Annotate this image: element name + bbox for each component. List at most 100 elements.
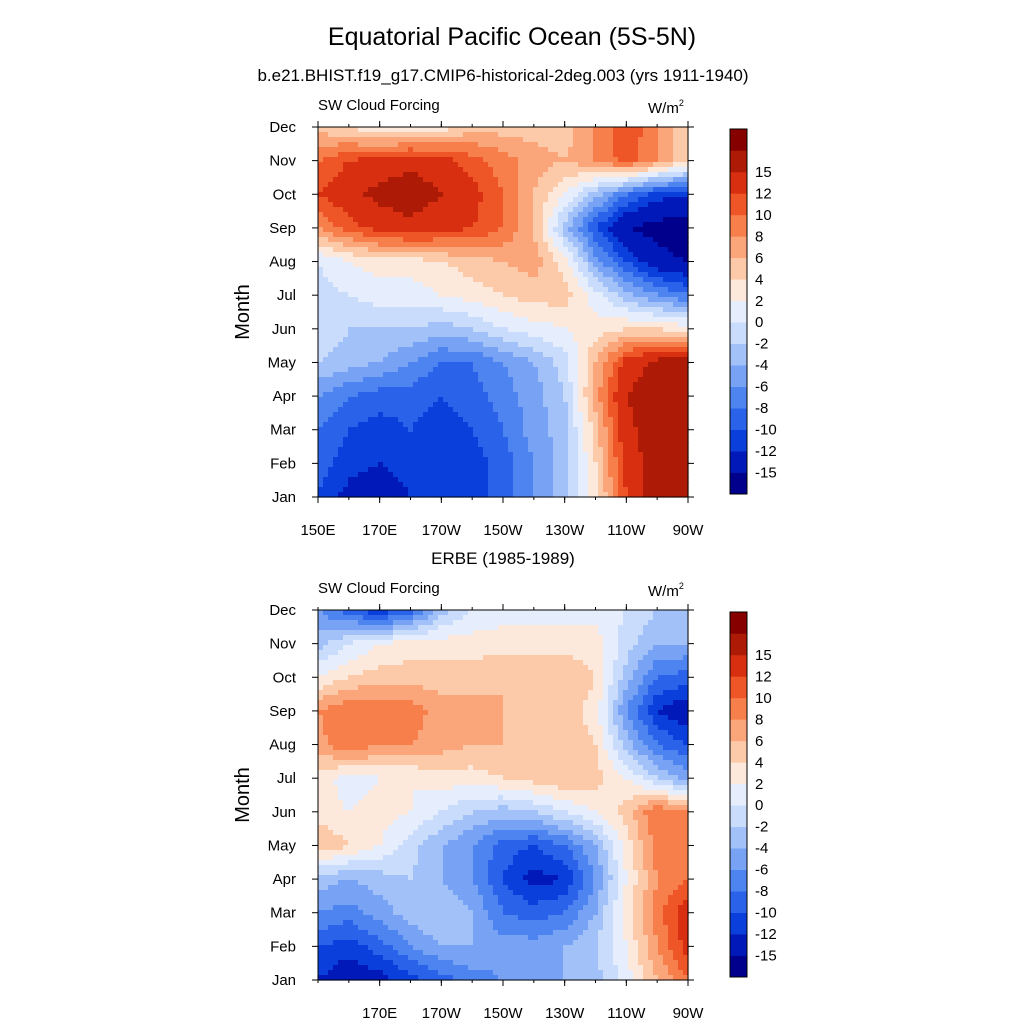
heatmap-cell xyxy=(338,142,344,148)
heatmap-cell xyxy=(623,147,629,153)
heatmap-cell xyxy=(618,297,624,303)
heatmap-cell xyxy=(348,382,354,388)
heatmap-cell xyxy=(633,187,639,193)
heatmap-cell xyxy=(418,417,424,423)
heatmap-cell xyxy=(468,462,474,468)
heatmap-cell xyxy=(648,232,654,238)
heatmap-cell xyxy=(643,197,649,203)
heatmap-cell xyxy=(328,357,334,363)
heatmap-cell xyxy=(503,142,509,148)
heatmap-cell xyxy=(403,452,409,458)
heatmap-cell xyxy=(533,452,539,458)
heatmap-cell xyxy=(498,242,504,248)
heatmap-cell xyxy=(553,337,559,343)
heatmap-cell xyxy=(323,252,329,258)
heatmap-cell xyxy=(438,447,444,453)
heatmap-cell xyxy=(428,342,434,348)
heatmap-cell xyxy=(348,352,354,358)
heatmap-cell xyxy=(628,162,634,168)
heatmap-cell xyxy=(598,447,604,453)
heatmap-cell xyxy=(623,217,629,223)
heatmap-cell xyxy=(388,447,394,453)
heatmap-cell xyxy=(563,447,569,453)
heatmap-cell xyxy=(618,152,624,158)
heatmap-cell xyxy=(483,387,489,393)
heatmap-cell xyxy=(468,387,474,393)
heatmap-cell xyxy=(338,217,344,223)
heatmap-cell xyxy=(523,282,529,288)
heatmap-cell xyxy=(353,382,359,388)
heatmap-cell xyxy=(388,212,394,218)
heatmap-cell xyxy=(393,397,399,403)
heatmap-cell xyxy=(358,412,364,418)
heatmap-cell xyxy=(593,372,599,378)
heatmap-cell xyxy=(618,317,624,323)
heatmap-cell xyxy=(523,362,529,368)
heatmap-cell xyxy=(583,282,589,288)
heatmap-cell xyxy=(548,187,554,193)
heatmap-cell xyxy=(328,457,334,463)
heatmap-cell xyxy=(568,212,574,218)
heatmap-cell xyxy=(668,432,674,438)
heatmap-cell xyxy=(463,407,469,413)
heatmap-cell xyxy=(523,212,529,218)
heatmap-cell xyxy=(608,267,614,273)
heatmap-cell xyxy=(453,352,459,358)
heatmap-cell xyxy=(433,447,439,453)
heatmap-cell xyxy=(363,442,369,448)
heatmap-cell xyxy=(503,267,509,273)
heatmap-cell xyxy=(468,127,474,133)
heatmap-cell xyxy=(563,377,569,383)
heatmap-cell xyxy=(613,432,619,438)
heatmap-cell xyxy=(633,222,639,228)
heatmap-cell xyxy=(398,307,404,313)
heatmap-cell xyxy=(613,292,619,298)
heatmap-cell xyxy=(413,332,419,338)
heatmap-cell xyxy=(528,357,534,363)
heatmap-cell xyxy=(533,222,539,228)
heatmap-cell xyxy=(618,217,624,223)
heatmap-cell xyxy=(378,312,384,318)
heatmap-cell xyxy=(673,272,679,278)
heatmap-cell xyxy=(333,397,339,403)
heatmap-cell xyxy=(378,347,384,353)
heatmap-cell xyxy=(623,222,629,228)
heatmap-cell xyxy=(678,347,684,353)
heatmap-cell xyxy=(428,397,434,403)
heatmap-cell xyxy=(533,282,539,288)
heatmap-cell xyxy=(493,127,499,133)
heatmap-cell xyxy=(458,357,464,363)
heatmap-cell xyxy=(673,157,679,163)
heatmap-cell xyxy=(643,437,649,443)
heatmap-cell xyxy=(608,172,614,178)
heatmap-cell xyxy=(443,162,449,168)
heatmap-cell xyxy=(633,317,639,323)
heatmap-cell xyxy=(493,282,499,288)
heatmap-cell xyxy=(458,187,464,193)
heatmap-cell xyxy=(513,327,519,333)
heatmap-cell xyxy=(513,367,519,373)
heatmap-cell xyxy=(403,377,409,383)
heatmap-cell xyxy=(643,292,649,298)
heatmap-cell xyxy=(668,132,674,138)
heatmap-cell xyxy=(488,332,494,338)
heatmap-cell xyxy=(558,292,564,298)
heatmap-cell xyxy=(383,197,389,203)
heatmap-cell xyxy=(493,162,499,168)
heatmap-cell xyxy=(403,392,409,398)
heatmap-cell xyxy=(468,247,474,253)
heatmap-cell xyxy=(373,387,379,393)
heatmap-cell xyxy=(578,312,584,318)
heatmap-cell xyxy=(503,372,509,378)
heatmap-cell xyxy=(498,452,504,458)
heatmap-cell xyxy=(433,412,439,418)
heatmap-cell xyxy=(428,462,434,468)
heatmap-cell xyxy=(468,252,474,258)
heatmap-cell xyxy=(328,232,334,238)
heatmap-cell xyxy=(463,237,469,243)
heatmap-cell xyxy=(548,307,554,313)
heatmap-cell xyxy=(568,447,574,453)
heatmap-cell xyxy=(683,347,689,353)
heatmap-cell xyxy=(653,432,659,438)
heatmap-cell xyxy=(373,182,379,188)
